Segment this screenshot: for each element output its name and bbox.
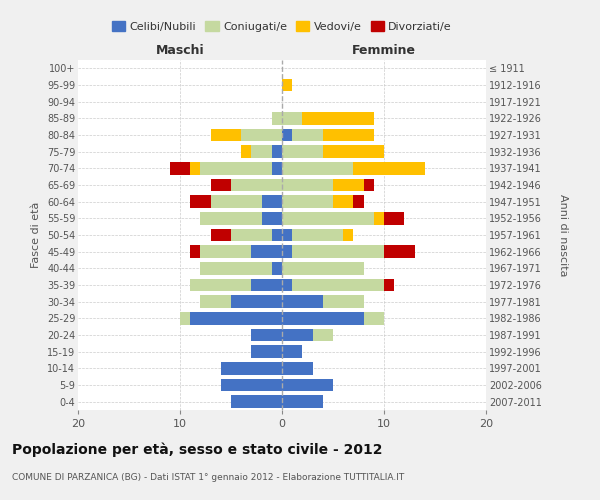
Bar <box>251 279 282 291</box>
Bar <box>374 212 384 224</box>
Bar <box>313 329 333 341</box>
Bar <box>353 162 425 174</box>
Bar <box>272 229 282 241</box>
Bar <box>231 179 282 192</box>
Bar <box>190 246 200 258</box>
Bar <box>190 279 251 291</box>
Bar <box>292 246 384 258</box>
Bar <box>384 212 404 224</box>
Bar <box>282 312 364 324</box>
Bar <box>323 296 364 308</box>
Bar <box>221 379 282 391</box>
Bar <box>282 296 323 308</box>
Bar <box>231 396 282 408</box>
Bar <box>211 196 262 208</box>
Y-axis label: Fasce di età: Fasce di età <box>31 202 41 268</box>
Bar <box>200 212 262 224</box>
Bar <box>272 162 282 174</box>
Bar <box>200 262 272 274</box>
Bar <box>200 162 272 174</box>
Bar <box>282 196 333 208</box>
Bar <box>251 346 282 358</box>
Bar <box>190 162 200 174</box>
Bar <box>190 196 211 208</box>
Bar <box>190 312 282 324</box>
Bar <box>211 179 231 192</box>
Bar <box>333 196 353 208</box>
Bar <box>292 279 384 291</box>
Bar <box>211 229 231 241</box>
Bar <box>282 129 292 141</box>
Bar <box>364 312 384 324</box>
Bar <box>272 262 282 274</box>
Bar <box>231 296 282 308</box>
Text: Femmine: Femmine <box>352 44 416 57</box>
Bar <box>282 79 292 92</box>
Bar <box>231 229 272 241</box>
Bar <box>282 346 302 358</box>
Bar <box>272 146 282 158</box>
Bar <box>262 196 282 208</box>
Bar <box>282 229 292 241</box>
Bar <box>211 129 241 141</box>
Bar <box>333 179 364 192</box>
Bar <box>282 112 302 124</box>
Text: COMUNE DI PARZANICA (BG) - Dati ISTAT 1° gennaio 2012 - Elaborazione TUTTITALIA.: COMUNE DI PARZANICA (BG) - Dati ISTAT 1°… <box>12 472 404 482</box>
Bar <box>282 279 292 291</box>
Bar <box>272 112 282 124</box>
Bar <box>282 179 333 192</box>
Bar <box>282 379 333 391</box>
Bar <box>343 229 353 241</box>
Bar <box>364 179 374 192</box>
Bar <box>200 246 251 258</box>
Bar <box>251 329 282 341</box>
Bar <box>292 229 343 241</box>
Bar <box>282 262 364 274</box>
Bar <box>323 146 384 158</box>
Bar <box>251 146 272 158</box>
Bar <box>241 129 282 141</box>
Bar <box>384 246 415 258</box>
Text: Popolazione per età, sesso e stato civile - 2012: Popolazione per età, sesso e stato civil… <box>12 442 383 457</box>
Bar <box>282 146 323 158</box>
Bar <box>282 162 353 174</box>
Y-axis label: Anni di nascita: Anni di nascita <box>559 194 568 276</box>
Bar <box>302 112 374 124</box>
Legend: Celibi/Nubili, Coniugati/e, Vedovi/e, Divorziati/e: Celibi/Nubili, Coniugati/e, Vedovi/e, Di… <box>107 16 457 36</box>
Bar <box>282 396 323 408</box>
Bar <box>221 362 282 374</box>
Bar <box>292 129 323 141</box>
Bar <box>282 212 374 224</box>
Bar <box>384 279 394 291</box>
Bar <box>262 212 282 224</box>
Bar <box>241 146 251 158</box>
Bar <box>282 329 313 341</box>
Bar <box>200 296 231 308</box>
Bar <box>170 162 190 174</box>
Text: Maschi: Maschi <box>155 44 205 57</box>
Bar <box>251 246 282 258</box>
Bar <box>353 196 364 208</box>
Bar <box>282 362 313 374</box>
Bar <box>282 246 292 258</box>
Bar <box>180 312 190 324</box>
Bar <box>323 129 374 141</box>
